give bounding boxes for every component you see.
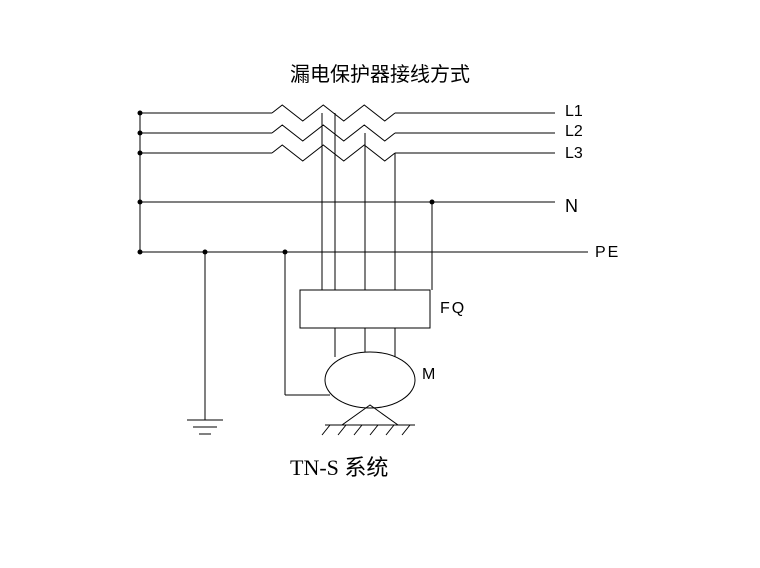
label-m: M (422, 366, 435, 384)
label-pe: PE (595, 244, 620, 262)
label-l2: L2 (565, 123, 583, 141)
label-n: N (565, 196, 578, 217)
label-l1: L1 (565, 103, 583, 121)
diagram-subtitle: TN-S 系统 (290, 450, 388, 482)
label-fq: FQ (440, 300, 466, 318)
label-l3: L3 (565, 145, 583, 163)
diagram-title: 漏电保护器接线方式 (290, 58, 470, 87)
